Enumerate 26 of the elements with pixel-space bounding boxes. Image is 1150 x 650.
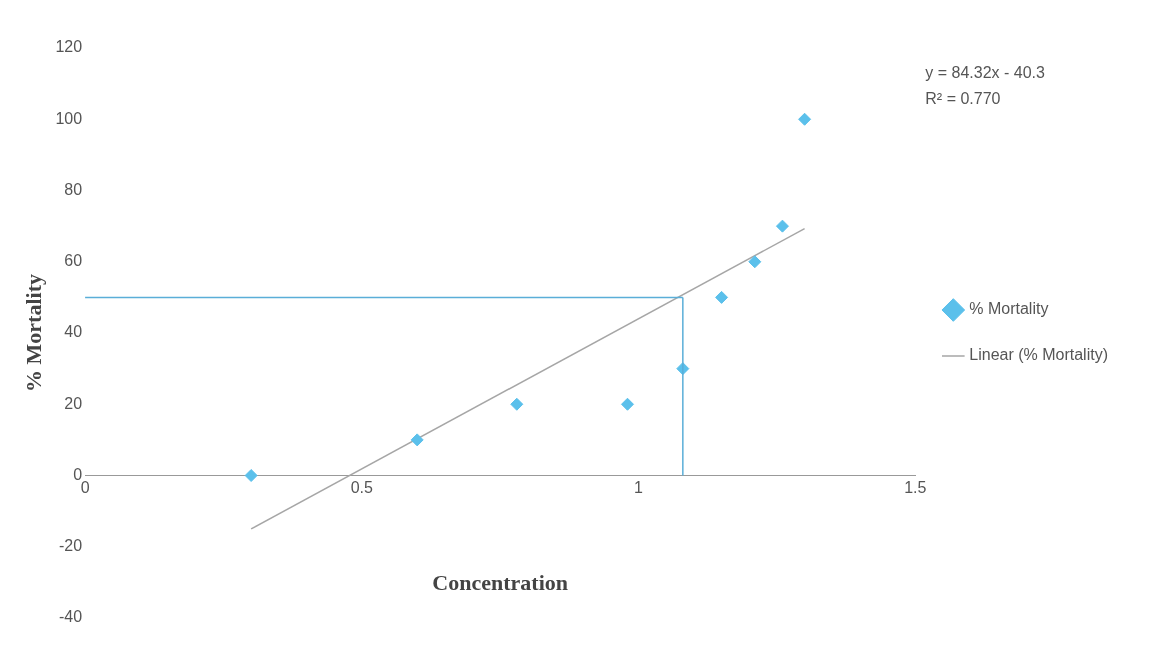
y-tick-label: -40 (58, 608, 83, 626)
y-tick-label: 0 (73, 465, 83, 483)
text: y = 84.32x - 40.3 (925, 64, 1046, 81)
point (510, 397, 524, 411)
y-tick-label: 100 (55, 109, 83, 127)
point (410, 433, 424, 447)
y-tick-label: 20 (64, 394, 83, 412)
text: R² = 0.770 (925, 90, 1001, 107)
x-axis-title: Concentration (432, 569, 569, 595)
point (620, 397, 634, 411)
x-tick-label: 0.5 (350, 478, 374, 496)
legend-label: % Mortality (969, 300, 1049, 318)
x-tick-label: 1.5 (904, 478, 927, 496)
y-tick-label: -20 (58, 537, 83, 555)
point (748, 255, 762, 269)
point (775, 219, 789, 233)
x-tick-label: 1 (634, 478, 644, 496)
y-tick-label: 40 (64, 323, 83, 341)
y-tick-label: 60 (64, 252, 83, 270)
y-axis-title: % Mortality (20, 274, 46, 392)
y-tick-label: 80 (64, 180, 83, 198)
y-tick-label: 120 (55, 38, 83, 56)
point (244, 469, 258, 482)
point (715, 290, 729, 304)
point (798, 112, 812, 126)
legend-label: Linear (% Mortality) (969, 346, 1108, 364)
